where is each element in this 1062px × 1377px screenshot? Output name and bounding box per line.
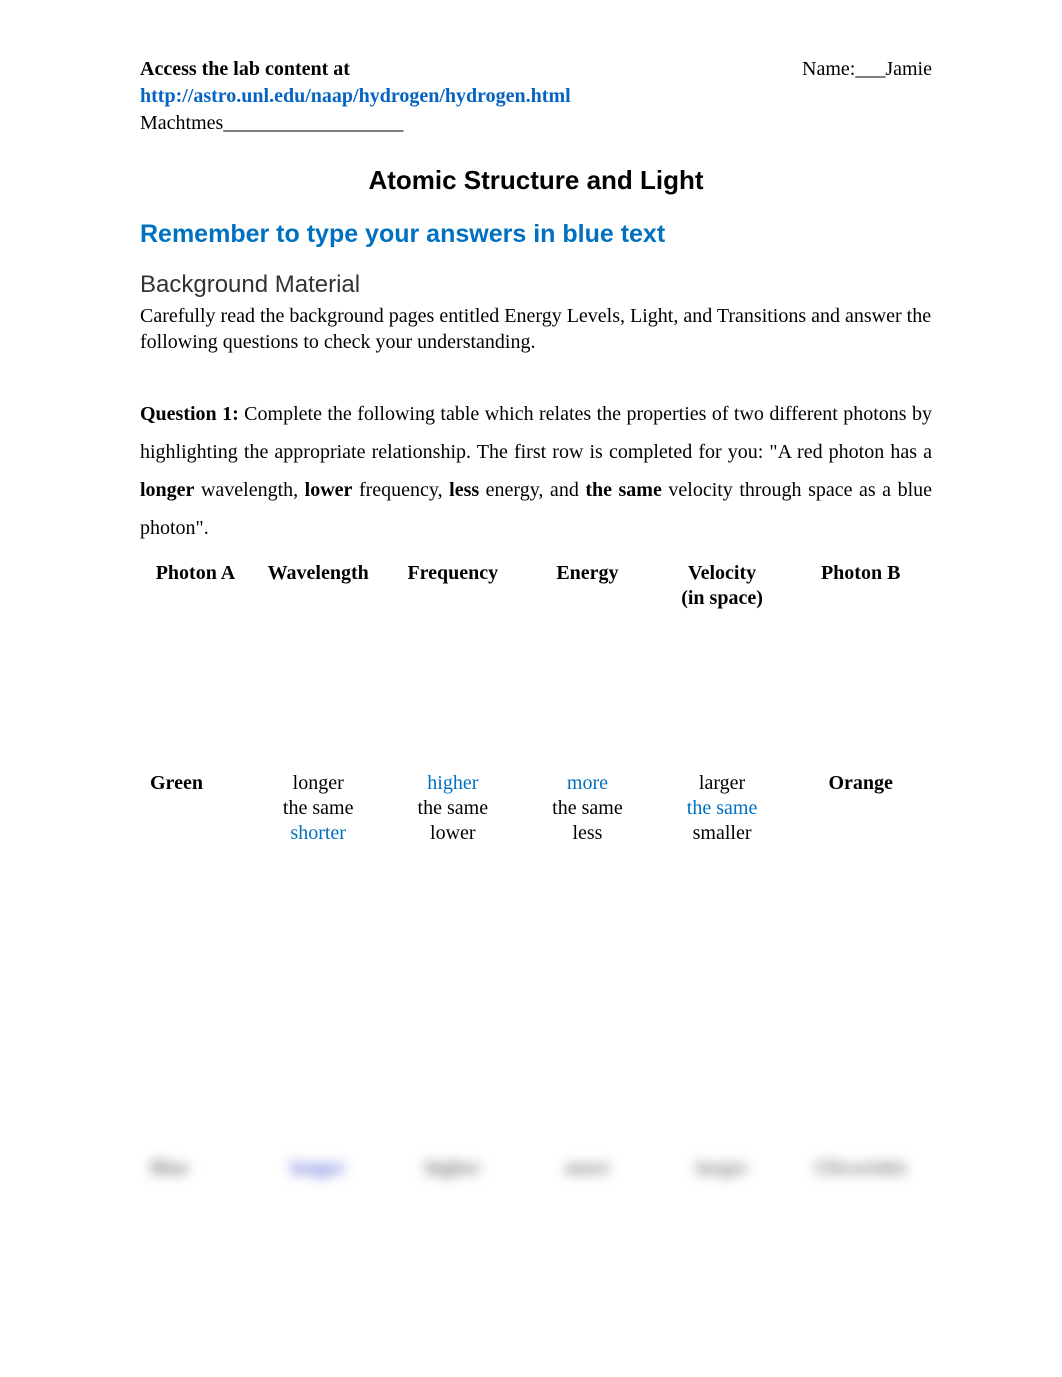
header-energy: Energy [520,561,655,611]
opt-energy-0: more [520,771,655,796]
photon-table: Photon A Wavelength Frequency Energy Vel… [140,561,932,1181]
row1-velocity-cell: larger the same smaller [655,771,790,846]
blurred-velocity: larger [655,1156,790,1181]
document-title: Atomic Structure and Light [140,165,932,196]
student-last-name: Machtmes [140,112,223,134]
opt-frequency-2: lower [386,821,521,846]
header-velocity-l1: Velocity [688,562,756,584]
blurred-photon-a: Blue [140,1156,251,1181]
blurred-energy: more [520,1156,655,1181]
row1-photon-b: Orange [789,771,932,846]
question-1-label: Question 1: [140,403,239,425]
name-label-text: Name:___ [802,58,885,80]
opt-wavelength-1: the same [251,796,386,821]
opt-wavelength-0: longer [251,771,386,796]
spacer-row [140,846,932,1156]
table-row: Green longer the same shorter higher the… [140,771,932,846]
opt-frequency-0: higher [386,771,521,796]
q1-lower: lower [305,479,353,501]
document-header: Access the lab content at Name:___Jamie … [140,56,932,137]
q1-text-1: Complete the following table which relat… [140,403,932,463]
blurred-frequency: higher [386,1156,521,1181]
header-photon-a: Photon A [140,561,251,611]
access-label: Access the lab content at [140,58,350,80]
header-velocity-l2: (in space) [681,587,763,609]
header-photon-b: Photon B [789,561,932,611]
opt-velocity-1: the same [655,796,790,821]
q1-mid2: frequency, [352,479,449,501]
opt-velocity-2: smaller [655,821,790,846]
row1-energy-cell: more the same less [520,771,655,846]
blurred-photon-b: Ultraviolet [789,1156,932,1181]
row1-wavelength-cell: longer the same shorter [251,771,386,846]
opt-energy-2: less [520,821,655,846]
row1-frequency-cell: higher the same lower [386,771,521,846]
q1-less: less [449,479,479,501]
instructions-blue: Remember to type your answers in blue te… [140,220,932,249]
question-1: Question 1: Complete the following table… [140,395,932,547]
q1-longer: longer [140,479,194,501]
opt-frequency-1: the same [386,796,521,821]
name-field: Name:___Jamie [802,56,932,83]
background-paragraph: Carefully read the background pages enti… [140,303,932,355]
blurred-wavelength: longer [291,1157,345,1179]
name-underline: __________________ [223,112,403,134]
header-wavelength: Wavelength [251,561,386,611]
row1-photon-a: Green [140,771,251,846]
section-heading-background: Background Material [140,271,932,299]
q1-mid1: wavelength, [194,479,304,501]
opt-wavelength-2: shorter [251,821,386,846]
header-velocity: Velocity (in space) [655,561,790,611]
q1-same: the same [585,479,662,501]
opt-energy-1: the same [520,796,655,821]
lab-url[interactable]: http://astro.unl.edu/naap/hydrogen/hydro… [140,85,571,107]
opt-velocity-0: larger [655,771,790,796]
student-first-name: Jamie [885,58,932,80]
header-frequency: Frequency [386,561,521,611]
blurred-preview-row: Blue longer higher more larger Ultraviol… [140,1156,932,1181]
table-header-row: Photon A Wavelength Frequency Energy Vel… [140,561,932,611]
q1-mid3: energy, and [479,479,585,501]
spacer-row [140,611,932,771]
